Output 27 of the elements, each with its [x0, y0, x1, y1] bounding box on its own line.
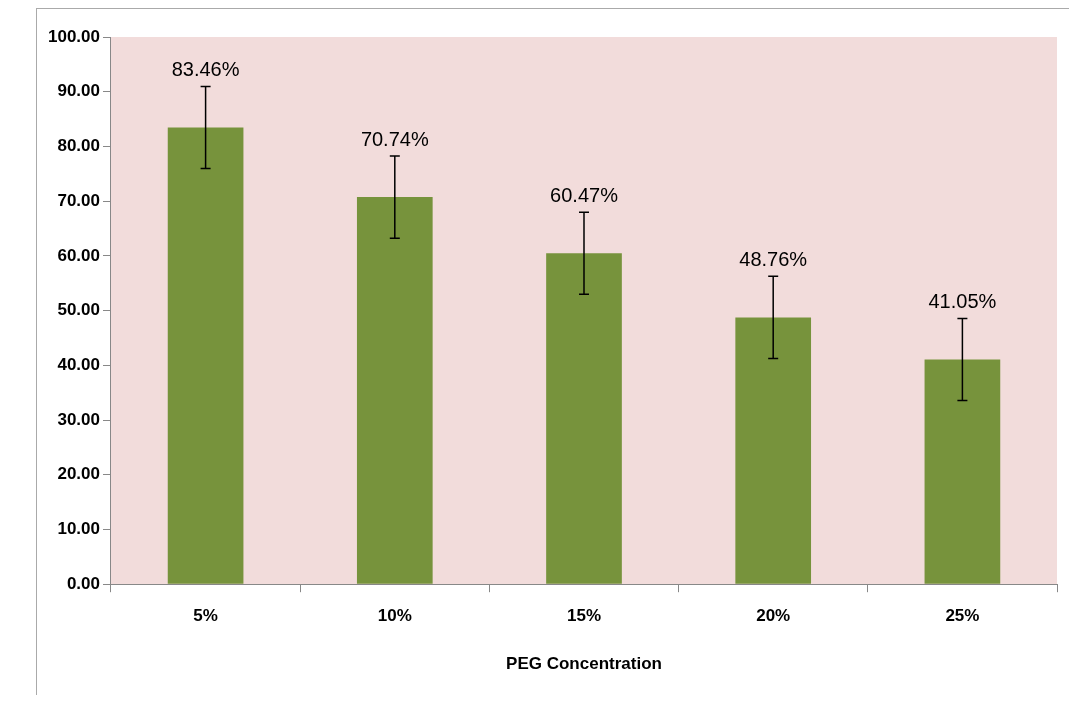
bar [735, 317, 812, 584]
y-tick-label: 20.00 [57, 464, 100, 484]
y-tick-label: 0.00 [66, 573, 100, 593]
x-tick-label: 5% [193, 606, 218, 626]
data-label: 48.76% [739, 247, 808, 270]
y-tick-label: 10.00 [57, 519, 100, 539]
x-tick-label: 10% [377, 606, 412, 626]
data-label: 70.74% [360, 127, 429, 150]
bar [924, 359, 1001, 584]
bar [167, 127, 244, 584]
x-tick-label: 25% [945, 606, 980, 626]
y-tick-label: 40.00 [57, 355, 100, 375]
x-tick-label: 20% [756, 606, 791, 626]
x-axis-title: PEG Concentration [506, 654, 662, 674]
y-tick-label: 70.00 [57, 190, 100, 210]
data-label: 60.47% [550, 183, 619, 206]
y-tick-label: 80.00 [57, 136, 100, 156]
y-tick-label: 60.00 [57, 245, 100, 265]
y-tick-label: 50.00 [57, 300, 100, 320]
data-label: 83.46% [171, 57, 240, 80]
y-tick-label: 100.00 [48, 26, 100, 46]
y-tick-label: 30.00 [57, 409, 100, 429]
y-tick-label: 90.00 [57, 81, 100, 101]
bar [356, 197, 433, 584]
data-label: 41.05% [928, 290, 997, 313]
x-tick-label: 15% [566, 606, 602, 626]
bar [546, 253, 622, 584]
